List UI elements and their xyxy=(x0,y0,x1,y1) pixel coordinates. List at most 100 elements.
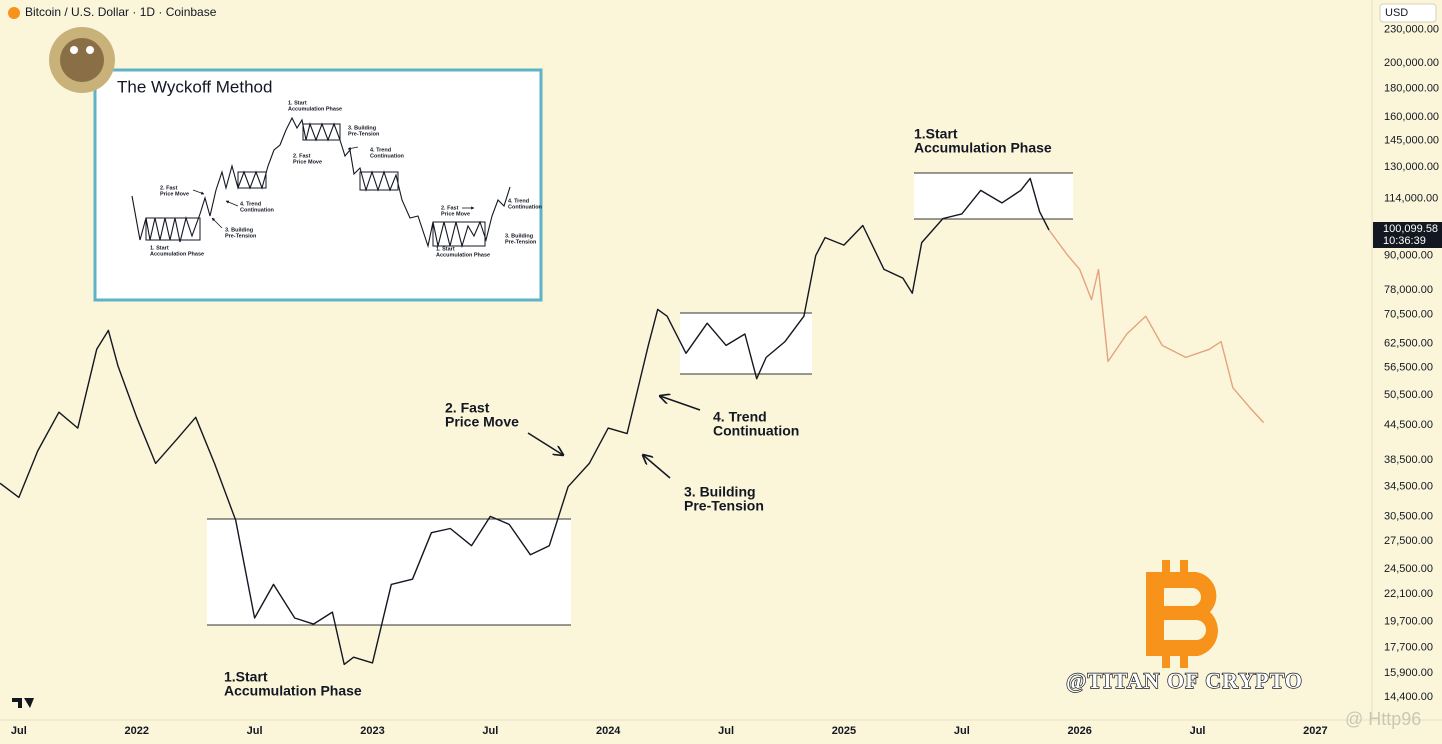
chart-title: Bitcoin / U.S. Dollar · 1D · Coinbase xyxy=(25,5,217,19)
y-tick-label: 200,000.00 xyxy=(1384,57,1439,69)
mini-label: Accumulation Phase xyxy=(288,106,342,112)
y-tick-label: 145,000.00 xyxy=(1384,135,1439,147)
logo-part xyxy=(1180,560,1188,574)
x-tick-label: Jul xyxy=(954,725,970,737)
mini-label: 4. Trend xyxy=(240,201,261,207)
credit: @ Http96 xyxy=(1345,709,1421,729)
logo-part xyxy=(1162,560,1170,574)
avatar-eye xyxy=(86,46,94,54)
mini-label: 4. Trend xyxy=(370,147,391,153)
logo-part xyxy=(1162,654,1170,668)
plot xyxy=(0,177,1265,666)
mini-label: 1. Start xyxy=(150,245,169,251)
mini-label: 3. Building xyxy=(225,227,253,233)
mini-label: Pre-Tension xyxy=(348,131,380,137)
x-tick-label: Jul xyxy=(1190,725,1206,737)
y-tick-label: 19,700.00 xyxy=(1384,616,1433,628)
annotation: 2. Fast xyxy=(445,400,490,416)
y-tick-label: 24,500.00 xyxy=(1384,563,1433,575)
y-tick-label: 230,000.00 xyxy=(1384,23,1439,35)
x-tick-label: 2022 xyxy=(124,725,148,737)
x-tick-label: Jul xyxy=(482,725,498,737)
mini-boxes xyxy=(145,123,486,247)
mini-label: 3. Building xyxy=(348,125,376,131)
range-box xyxy=(914,173,1073,219)
annotation: Accumulation Phase xyxy=(224,683,362,699)
annotation: Accumulation Phase xyxy=(914,140,1052,156)
price-line xyxy=(1048,229,1265,424)
y-tick-label: 34,500.00 xyxy=(1384,481,1433,493)
y-tick-label: 44,500.00 xyxy=(1384,419,1433,431)
mini-label: Accumulation Phase xyxy=(150,251,204,257)
x-tick-label: 2026 xyxy=(1067,725,1091,737)
mini-label: 2. Fast xyxy=(441,205,459,211)
mini-box xyxy=(145,217,201,241)
y-tick-label: 62,500.00 xyxy=(1384,337,1433,349)
mini-label: Continuation xyxy=(370,153,405,159)
mini-label: 1. Start xyxy=(288,100,307,106)
mini-arrow xyxy=(192,189,205,195)
mini-box xyxy=(359,171,399,191)
x-tick-label: 2024 xyxy=(596,725,621,737)
watermark: @TITAN OF CRYPTO xyxy=(1066,668,1303,693)
avatar-face xyxy=(60,38,104,82)
y-tick-label: 90,000.00 xyxy=(1384,250,1433,262)
mini-label: Continuation xyxy=(508,204,543,210)
countdown: 10:36:39 xyxy=(1383,235,1426,247)
range-box xyxy=(207,519,571,625)
logo-part xyxy=(1180,654,1188,668)
x-tick-label: 2027 xyxy=(1303,725,1327,737)
price-line xyxy=(0,177,1050,666)
x-tick-label: Jul xyxy=(247,725,263,737)
mini-label: 3. Building xyxy=(505,233,533,239)
y-tick-label: 114,000.00 xyxy=(1384,193,1438,205)
arrows xyxy=(527,396,701,479)
mini-label: 2. Fast xyxy=(160,185,178,191)
annotation: Continuation xyxy=(713,423,799,439)
inset: The Wyckoff Method 1. StartAccumulation … xyxy=(93,68,543,302)
mini-arrow xyxy=(347,146,359,151)
y-tick-label: 17,700.00 xyxy=(1384,641,1433,653)
y-tick-label: 38,500.00 xyxy=(1384,454,1433,466)
currency[interactable]: USD xyxy=(1385,7,1408,19)
mini-box xyxy=(432,221,486,247)
mini-label: Accumulation Phase xyxy=(436,252,490,258)
annotation: Pre-Tension xyxy=(684,498,764,514)
annotation: 1.Start xyxy=(224,669,268,685)
inset-title: The Wyckoff Method xyxy=(117,77,272,96)
y-tick-label: 130,000.00 xyxy=(1384,161,1439,173)
x-tick-label: Jul xyxy=(718,725,734,737)
y-tick-label: 27,500.00 xyxy=(1384,535,1433,547)
y-tick-label: 70,500.00 xyxy=(1384,308,1433,320)
mini-label: Pre-Tension xyxy=(225,233,257,239)
y-tick-label: 160,000.00 xyxy=(1384,111,1439,123)
range-box xyxy=(680,313,812,374)
avatar xyxy=(49,27,115,93)
y-tick-label: 56,500.00 xyxy=(1384,362,1433,374)
range-boxes xyxy=(207,172,1073,626)
mini-label: Continuation xyxy=(240,207,275,213)
currency-button[interactable] xyxy=(1379,3,1437,23)
y-tick-label: 180,000.00 xyxy=(1384,83,1439,95)
mini-label: Price Move xyxy=(293,159,322,165)
x-tick-label: Jul xyxy=(11,725,27,737)
last-price: 100,099.58 xyxy=(1383,223,1438,235)
wyckoff-diagram xyxy=(131,116,511,249)
inset-frame xyxy=(93,68,543,302)
y-tick-label: 78,000.00 xyxy=(1384,284,1433,296)
bitcoin-logo xyxy=(1146,560,1218,668)
mini-box xyxy=(302,123,341,141)
mini-arrow xyxy=(211,217,223,229)
tv-logo xyxy=(12,698,34,708)
arrow xyxy=(660,396,701,411)
y-tick-label: 15,900.00 xyxy=(1384,667,1433,679)
mini-label: Pre-Tension xyxy=(505,239,537,245)
mini-label: 1. Start xyxy=(436,246,455,252)
annotation: 1.Start xyxy=(914,126,958,142)
mini-label: Price Move xyxy=(160,191,189,197)
arrow xyxy=(527,432,563,455)
mini-label: 4. Trend xyxy=(508,198,529,204)
y-tick-label: 30,500.00 xyxy=(1384,510,1433,522)
